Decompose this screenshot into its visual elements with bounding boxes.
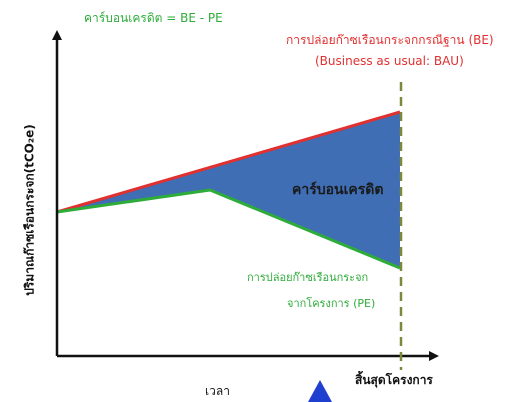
project-emissions-sublabel: จากโครงการ (PE) [287, 297, 376, 310]
baseline-emissions-line [56, 110, 401, 214]
baseline-sublabel: (Business as usual: BAU) [315, 54, 464, 68]
x-axis-label: เวลา [205, 384, 230, 398]
cursor-arrow-icon [308, 380, 332, 402]
project-end-label: สิ้นสุดโครงการ [355, 373, 433, 387]
carbon-credit-area-label: คาร์บอนเครดิต [292, 182, 384, 198]
project-emissions-line [56, 188, 401, 270]
baseline-label: การปล่อยก๊าซเรือนกระจกกรณีฐาน (BE) [286, 33, 494, 47]
project-emissions-label: การปล่อยก๊าซเรือนกระจก [247, 271, 369, 284]
carbon-credit-formula: คาร์บอนเครดิต = BE - PE [84, 11, 223, 25]
carbon-credit-area [57, 112, 400, 268]
y-axis-label: ปริมาณก๊าซเรือนกระจก(tCO₂e) [22, 124, 37, 296]
